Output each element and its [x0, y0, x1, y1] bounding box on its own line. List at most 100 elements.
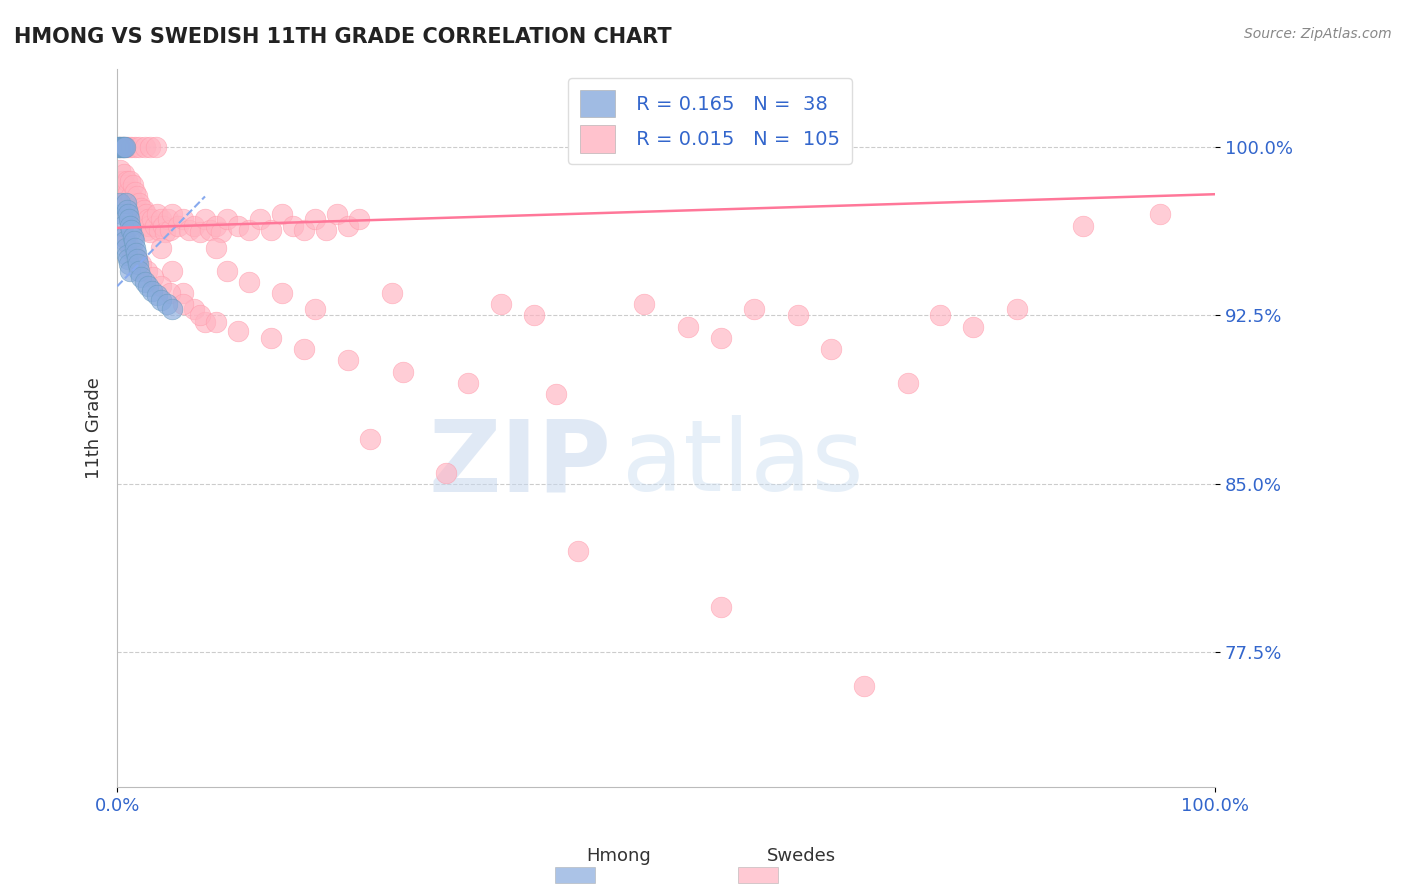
- Point: [238, 275, 260, 289]
- Point: [270, 207, 292, 221]
- Point: [1149, 207, 1171, 221]
- Text: Hmong: Hmong: [586, 847, 651, 865]
- Point: [115, 241, 138, 255]
- Point: [141, 211, 163, 226]
- Point: [120, 219, 142, 233]
- Point: [121, 230, 143, 244]
- Point: [110, 196, 132, 211]
- Point: [270, 285, 292, 300]
- Point: [114, 178, 136, 193]
- Point: [315, 223, 337, 237]
- Point: [124, 185, 146, 199]
- Point: [172, 285, 194, 300]
- Point: [121, 178, 143, 193]
- Point: [110, 174, 132, 188]
- Point: [160, 207, 183, 221]
- Point: [131, 257, 153, 271]
- Point: [188, 226, 211, 240]
- Point: [150, 293, 173, 307]
- Text: Swedes: Swedes: [766, 847, 837, 865]
- Point: [215, 263, 238, 277]
- Point: [183, 301, 205, 316]
- Point: [125, 252, 148, 267]
- Point: [124, 241, 146, 255]
- Point: [710, 331, 733, 345]
- Point: [226, 324, 249, 338]
- Point: [138, 219, 160, 233]
- Point: [194, 211, 217, 226]
- Point: [523, 309, 546, 323]
- Point: [117, 185, 139, 199]
- Point: [292, 223, 315, 237]
- Point: [118, 211, 141, 226]
- Point: [260, 223, 283, 237]
- Point: [117, 207, 139, 221]
- Point: [304, 211, 326, 226]
- Point: [896, 376, 918, 390]
- Point: [962, 319, 984, 334]
- Point: [710, 600, 733, 615]
- Point: [152, 219, 174, 233]
- Point: [567, 544, 589, 558]
- Point: [155, 297, 177, 311]
- Point: [115, 235, 138, 249]
- Point: [139, 140, 162, 154]
- Point: [120, 174, 142, 188]
- Point: [134, 275, 156, 289]
- Point: [120, 140, 142, 154]
- Point: [122, 248, 145, 262]
- Point: [127, 257, 149, 271]
- Point: [115, 248, 138, 262]
- Point: [120, 263, 142, 277]
- Point: [128, 263, 150, 277]
- Point: [127, 202, 149, 217]
- Point: [110, 140, 132, 154]
- Point: [122, 235, 145, 249]
- Point: [491, 297, 513, 311]
- Point: [211, 226, 233, 240]
- Y-axis label: 11th Grade: 11th Grade: [86, 376, 103, 479]
- Point: [107, 140, 129, 154]
- Point: [546, 387, 568, 401]
- Point: [131, 211, 153, 226]
- Point: [281, 219, 304, 233]
- Point: [111, 140, 134, 154]
- Point: [145, 140, 167, 154]
- Point: [238, 223, 260, 237]
- Point: [292, 342, 315, 356]
- Point: [135, 223, 157, 237]
- Point: [114, 235, 136, 249]
- Point: [112, 140, 135, 154]
- Point: [115, 196, 138, 211]
- Point: [177, 223, 200, 237]
- Point: [129, 207, 152, 221]
- Point: [125, 245, 148, 260]
- Legend:  R = 0.165   N =  38,  R = 0.015   N =  105: R = 0.165 N = 38, R = 0.015 N = 105: [568, 78, 852, 164]
- Point: [111, 140, 134, 154]
- Point: [114, 140, 136, 154]
- Point: [205, 241, 228, 255]
- Point: [676, 319, 699, 334]
- Point: [115, 189, 138, 203]
- Point: [132, 202, 155, 217]
- Point: [136, 211, 159, 226]
- Point: [172, 211, 194, 226]
- Point: [120, 241, 142, 255]
- Point: [131, 270, 153, 285]
- Point: [304, 301, 326, 316]
- Point: [852, 679, 875, 693]
- Point: [120, 189, 142, 203]
- Point: [633, 297, 655, 311]
- Point: [786, 309, 808, 323]
- Point: [391, 365, 413, 379]
- Point: [112, 167, 135, 181]
- Point: [820, 342, 842, 356]
- Point: [150, 211, 173, 226]
- Point: [249, 211, 271, 226]
- Point: [120, 223, 142, 237]
- Point: [125, 201, 148, 215]
- Point: [139, 226, 162, 240]
- Point: [135, 263, 157, 277]
- Point: [145, 207, 167, 221]
- Point: [117, 252, 139, 267]
